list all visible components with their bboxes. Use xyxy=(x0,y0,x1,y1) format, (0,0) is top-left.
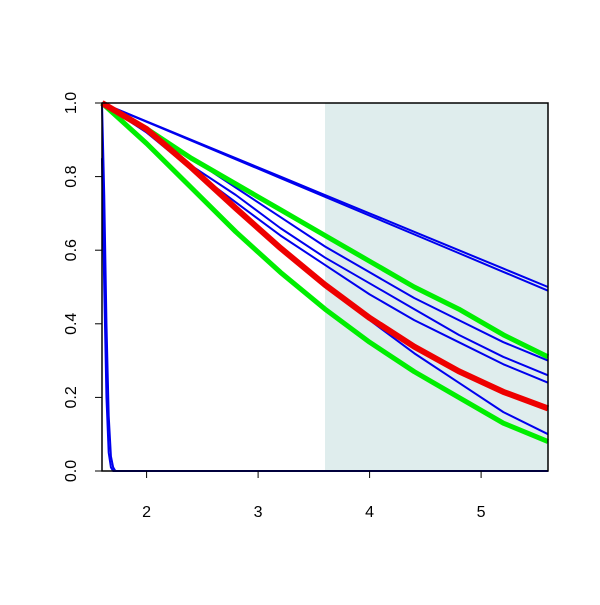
x-tick-label: 3 xyxy=(254,504,263,521)
y-tick-label: 0.0 xyxy=(63,460,80,482)
curve xyxy=(100,100,550,412)
y-tick-label: 0.4 xyxy=(63,313,80,335)
x-tick-label: 5 xyxy=(477,504,486,521)
x-tick-label: 4 xyxy=(365,504,374,521)
x-tick-label: 2 xyxy=(142,504,151,521)
curve xyxy=(101,102,549,292)
y-tick-label: 0.2 xyxy=(63,386,80,408)
curve xyxy=(100,100,550,360)
plot-frame xyxy=(101,102,549,472)
y-tick-label: 0.6 xyxy=(63,239,80,261)
shaded-region xyxy=(325,103,548,471)
curve xyxy=(100,101,549,444)
y-tick-label: 1.0 xyxy=(63,92,80,114)
y-tick-label: 0.8 xyxy=(63,165,80,187)
